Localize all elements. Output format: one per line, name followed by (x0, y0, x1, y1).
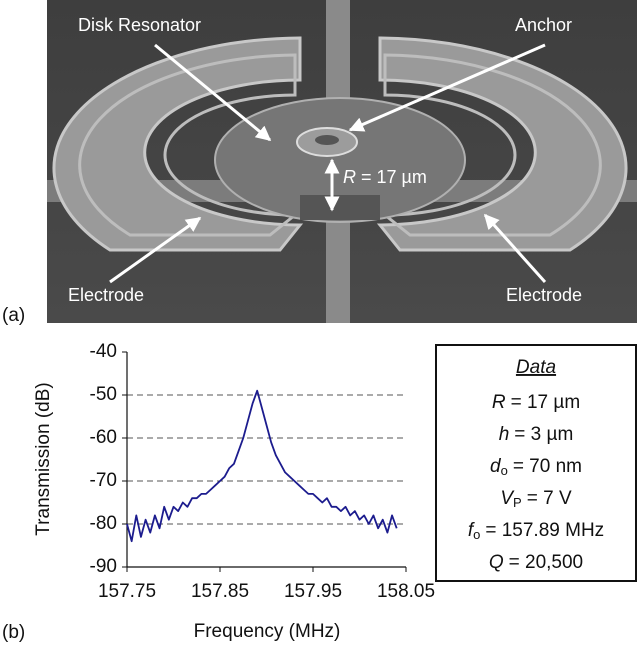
y-tick-label: -80 (90, 513, 117, 534)
annotation: Electrode (68, 285, 144, 305)
x-axis-title: Frequency (MHz) (194, 621, 341, 642)
data-line: h = 3 µm (499, 424, 574, 445)
line-text: = 70 nm (513, 456, 582, 477)
subscript: P (513, 495, 522, 510)
symbol: h (499, 424, 510, 445)
line-text: = 3 µm (514, 424, 573, 445)
y-tick-label: -40 (90, 341, 117, 362)
y-axis-title: Transmission (dB) (33, 382, 54, 535)
symbol: R (492, 392, 506, 413)
annotation: Disk Resonator (78, 15, 201, 35)
data-line: R = 17 µm (492, 392, 580, 413)
x-tick-label: 158.05 (377, 581, 435, 602)
x-tick-label: 157.75 (98, 581, 156, 602)
symbol: V (500, 488, 515, 509)
data-line (126, 389, 398, 543)
x-tick-label: 157.95 (284, 581, 342, 602)
symbol: f (468, 520, 475, 541)
y-tick-label: -50 (90, 384, 117, 405)
annotation: R = 17 µm (343, 167, 427, 187)
line-text: = 20,500 (509, 552, 584, 573)
data-box (435, 344, 637, 582)
panel-label: (b) (2, 622, 25, 643)
y-tick-label: -60 (90, 427, 117, 448)
annotation: Electrode (506, 285, 582, 305)
annotation: Anchor (515, 15, 572, 35)
sem-image (47, 0, 637, 323)
data-line: fo = 157.89 MHz (468, 520, 604, 542)
line-text: = 17 µm (511, 392, 581, 413)
x-tick-label: 157.85 (191, 581, 249, 602)
data-line: VP = 7 V (500, 488, 572, 510)
y-tick-label: -70 (90, 470, 117, 491)
panel-label: (a) (2, 305, 25, 326)
data-line: do = 70 nm (490, 456, 582, 478)
subscript: o (501, 463, 508, 478)
subscript: o (473, 527, 480, 542)
symbol: Q (489, 552, 504, 573)
data-box-title: Data (516, 357, 556, 378)
line-text: = 157.89 MHz (485, 520, 604, 541)
annotation-text: = 17 µm (361, 167, 427, 187)
line-text: = 7 V (527, 488, 572, 509)
symbol: R (343, 167, 356, 187)
data-line: Q = 20,500 (489, 552, 583, 573)
y-tick-label: -90 (90, 556, 117, 577)
symbol: d (490, 456, 502, 477)
